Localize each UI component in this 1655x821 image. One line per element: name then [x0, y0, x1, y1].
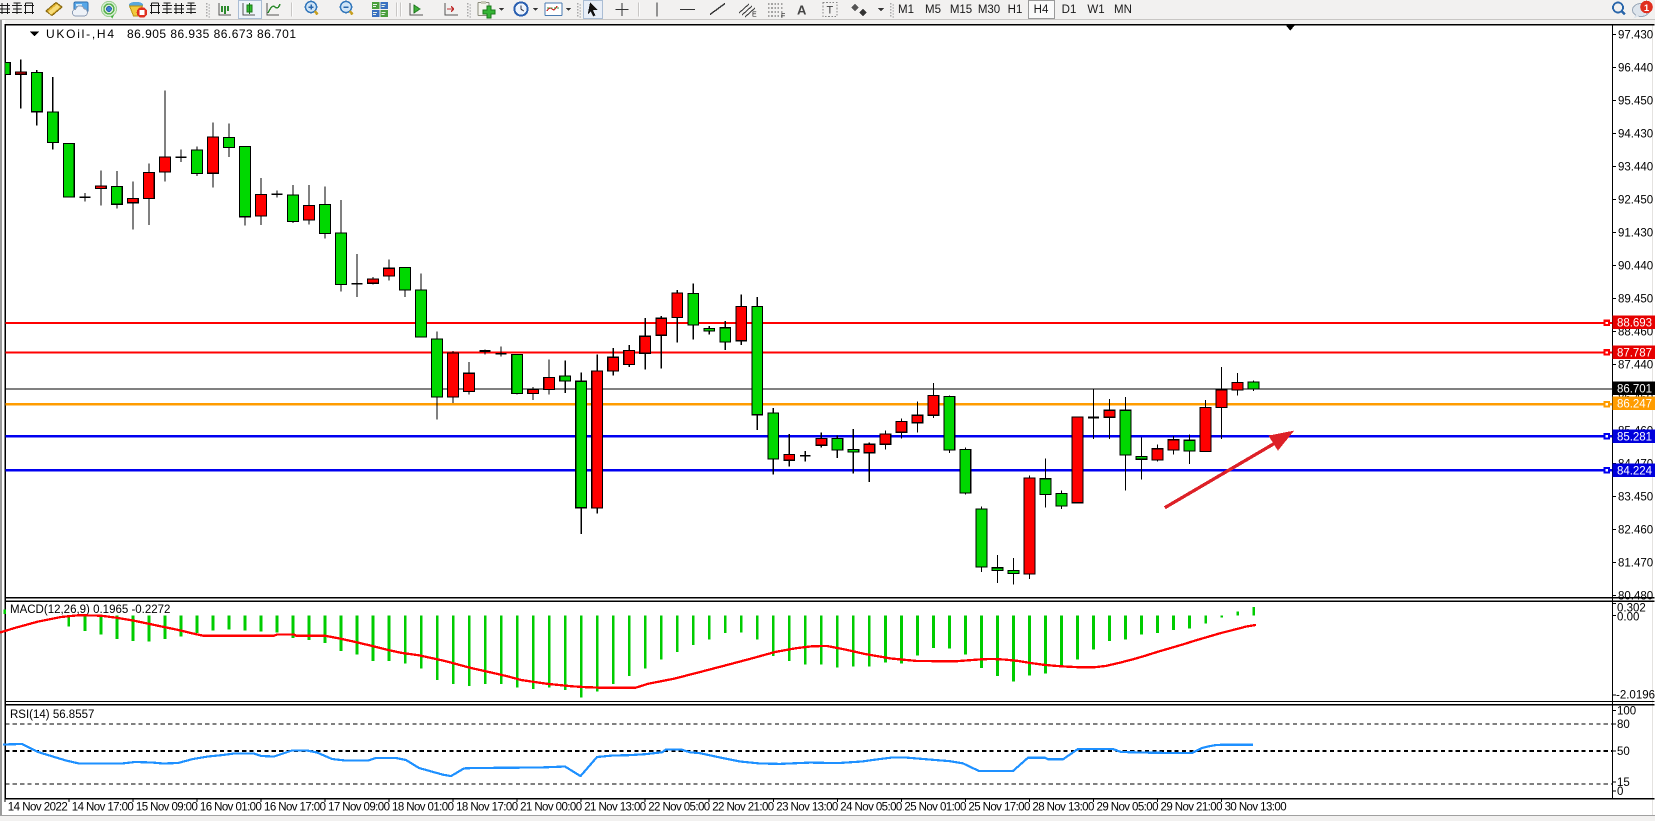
svg-text:24 Nov 05:00: 24 Nov 05:00: [840, 802, 902, 814]
svg-text:29 Nov 05:00: 29 Nov 05:00: [1097, 802, 1159, 814]
svg-text:0.00: 0.00: [1617, 612, 1639, 624]
svg-text:15: 15: [1617, 777, 1630, 789]
svg-text:M15: M15: [950, 4, 972, 16]
svg-text:97.430: 97.430: [1618, 29, 1653, 41]
svg-text:D1: D1: [1062, 4, 1077, 16]
svg-text:M5: M5: [925, 4, 941, 16]
svg-text:80.480: 80.480: [1618, 590, 1653, 602]
svg-text:93.440: 93.440: [1618, 161, 1653, 173]
svg-text:MN: MN: [1114, 4, 1132, 16]
svg-text:0.302: 0.302: [1617, 603, 1646, 615]
svg-text:RSI(14) 56.8557: RSI(14) 56.8557: [10, 709, 94, 721]
svg-text:83.450: 83.450: [1618, 491, 1653, 503]
svg-text:88.460: 88.460: [1618, 326, 1653, 338]
svg-text:H4: H4: [1034, 4, 1049, 16]
svg-text:28 Nov 13:00: 28 Nov 13:00: [1032, 802, 1094, 814]
svg-text:W1: W1: [1087, 4, 1104, 16]
svg-text:87.787: 87.787: [1617, 347, 1652, 359]
svg-text:21 Nov 13:00: 21 Nov 13:00: [584, 802, 646, 814]
svg-text:H1: H1: [1008, 4, 1023, 16]
svg-text:86.247: 86.247: [1617, 399, 1652, 411]
svg-text:1: 1: [1644, 3, 1650, 14]
svg-text:30 Nov 13:00: 30 Nov 13:00: [1225, 802, 1287, 814]
svg-text:0: 0: [1617, 786, 1623, 798]
svg-text:89.450: 89.450: [1618, 293, 1653, 305]
svg-text:81.470: 81.470: [1618, 557, 1653, 569]
svg-text:14 Nov 17:00: 14 Nov 17:00: [72, 802, 134, 814]
svg-text:84.224: 84.224: [1617, 466, 1653, 478]
svg-text:E: E: [752, 12, 757, 19]
svg-text:T: T: [827, 5, 834, 17]
svg-text:86.905 86.935 86.673 86.701: 86.905 86.935 86.673 86.701: [127, 27, 296, 41]
svg-text:91.430: 91.430: [1618, 227, 1653, 239]
svg-text:25 Nov 17:00: 25 Nov 17:00: [968, 802, 1030, 814]
svg-text:23 Nov 13:00: 23 Nov 13:00: [776, 802, 838, 814]
svg-text:A: A: [797, 3, 807, 18]
svg-text:22 Nov 05:00: 22 Nov 05:00: [648, 802, 710, 814]
svg-text:85.281: 85.281: [1617, 431, 1652, 443]
svg-text:F: F: [781, 13, 785, 20]
svg-text:88.693: 88.693: [1617, 318, 1652, 330]
svg-text:16 Nov 17:00: 16 Nov 17:00: [264, 802, 326, 814]
svg-text:95.450: 95.450: [1618, 95, 1653, 107]
svg-text:16 Nov 01:00: 16 Nov 01:00: [200, 802, 262, 814]
svg-text:21 Nov 00:00: 21 Nov 00:00: [520, 802, 582, 814]
svg-text:22 Nov 21:00: 22 Nov 21:00: [712, 802, 774, 814]
svg-text:82.460: 82.460: [1618, 524, 1653, 536]
svg-text:MACD(12,26,9) 0.1965 -0.2272: MACD(12,26,9) 0.1965 -0.2272: [10, 604, 170, 616]
svg-text:25 Nov 01:00: 25 Nov 01:00: [904, 802, 966, 814]
svg-text:M30: M30: [978, 4, 1000, 16]
svg-text:80: 80: [1617, 719, 1630, 731]
svg-text:-2.0196: -2.0196: [1616, 690, 1655, 702]
svg-text:14 Nov 2022: 14 Nov 2022: [8, 802, 68, 814]
svg-text:86.701: 86.701: [1617, 384, 1652, 396]
svg-text:87.440: 87.440: [1618, 359, 1653, 371]
svg-text:18 Nov 01:00: 18 Nov 01:00: [392, 802, 454, 814]
svg-text:94.430: 94.430: [1618, 128, 1653, 140]
svg-text:50: 50: [1617, 746, 1630, 758]
svg-text:15 Nov 09:00: 15 Nov 09:00: [136, 802, 198, 814]
svg-text:100: 100: [1617, 706, 1636, 718]
svg-text:92.450: 92.450: [1618, 194, 1653, 206]
svg-text:90.440: 90.440: [1618, 260, 1653, 272]
svg-text:18 Nov 17:00: 18 Nov 17:00: [456, 802, 518, 814]
svg-text:M1: M1: [898, 4, 914, 16]
svg-text:29 Nov 21:00: 29 Nov 21:00: [1161, 802, 1223, 814]
svg-text:17 Nov 09:00: 17 Nov 09:00: [328, 802, 390, 814]
svg-text:96.440: 96.440: [1618, 62, 1653, 74]
